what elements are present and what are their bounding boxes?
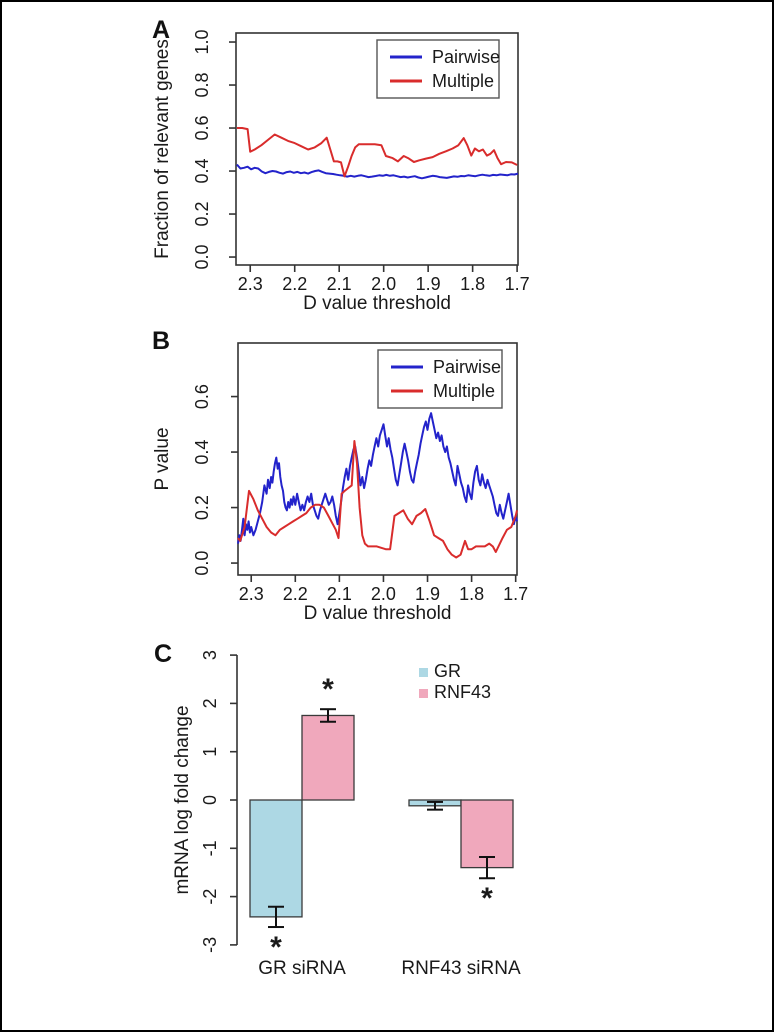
x-tick-label-B: 1.7 — [503, 584, 528, 604]
panel-a-label: A — [152, 16, 171, 44]
pairwise-line-B — [237, 412, 518, 544]
pairwise-line-A — [236, 163, 519, 180]
y-tick-label-C: -3 — [200, 937, 220, 953]
y-tick-label-A: 0.6 — [192, 116, 212, 141]
x-tick-label-A: 2.1 — [327, 274, 352, 294]
plot-box-B — [237, 342, 518, 576]
category-label-C: GR siRNA — [258, 958, 346, 979]
legend-label-pairwise-B: Pairwise — [433, 357, 501, 377]
y-tick-label-B: 0.4 — [192, 440, 212, 465]
y-tick-label-A: 1.0 — [192, 30, 212, 55]
plot-box-A — [235, 32, 519, 266]
y-tick-label-C: 3 — [200, 650, 220, 660]
y-tick-label-C: 2 — [200, 698, 220, 708]
x-tick-label-A: 2.3 — [238, 274, 263, 294]
y-tick-label-A: 0.0 — [192, 245, 212, 270]
x-tick-label-B: 1.9 — [415, 584, 440, 604]
bar-gr-gr-sirna — [249, 799, 303, 918]
y-tick-label-C: 0 — [200, 795, 220, 805]
panel-b-label: B — [152, 327, 171, 355]
significance-asterisk-C: * — [270, 931, 282, 964]
x-tick-label-B: 2.3 — [239, 584, 264, 604]
y-tick-label-C: 1 — [200, 747, 220, 757]
legend-label-multiple-B: Multiple — [433, 381, 495, 401]
legend-label-multiple-A: Multiple — [432, 71, 494, 91]
x-tick-label-A: 2.2 — [282, 274, 307, 294]
x-axis-title-A: D value threshold — [303, 293, 451, 314]
x-tick-label-A: 1.8 — [460, 274, 485, 294]
multiple-line-B — [237, 440, 518, 559]
legend-swatch-gr-C — [419, 668, 428, 677]
y-tick-label-A: 0.8 — [192, 73, 212, 98]
y-tick-label-A: 0.4 — [192, 159, 212, 184]
x-axis-title-B: D value threshold — [304, 603, 452, 624]
significance-asterisk-C: * — [481, 882, 493, 915]
legend-label-pairwise-A: Pairwise — [432, 47, 500, 67]
category-label-C: RNF43 siRNA — [401, 958, 521, 979]
x-tick-label-B: 2.1 — [327, 584, 352, 604]
x-tick-label-A: 2.0 — [371, 274, 396, 294]
panel-c-label: C — [154, 640, 173, 668]
y-axis-title-B: P value — [152, 427, 173, 490]
x-tick-label-B: 1.8 — [459, 584, 484, 604]
y-tick-label-A: 0.2 — [192, 202, 212, 227]
x-tick-label-B: 2.2 — [283, 584, 308, 604]
y-tick-label-B: 0.2 — [192, 495, 212, 520]
significance-asterisk-C: * — [322, 673, 334, 706]
legend-box-A — [376, 39, 500, 99]
x-tick-label-B: 2.0 — [371, 584, 396, 604]
legend-box-B — [377, 349, 503, 409]
y-tick-label-B: 0.0 — [192, 551, 212, 576]
y-tick-label-B: 0.6 — [192, 384, 212, 409]
y-axis-title-A: Fraction of relevant genes — [152, 39, 173, 259]
bar-rnf43-gr-sirna — [301, 714, 355, 801]
multiple-line-A — [236, 127, 518, 178]
y-axis-title-C: mRNA log fold change — [172, 705, 193, 894]
legend-swatch-rnf43-C — [419, 689, 428, 698]
legend-label-gr-C: GR — [434, 661, 461, 681]
x-tick-label-A: 1.7 — [505, 274, 530, 294]
legend-label-rnf43-C: RNF43 — [434, 682, 491, 702]
y-tick-label-C: -2 — [200, 889, 220, 905]
y-tick-label-C: -1 — [200, 840, 220, 856]
x-tick-label-A: 1.9 — [416, 274, 441, 294]
